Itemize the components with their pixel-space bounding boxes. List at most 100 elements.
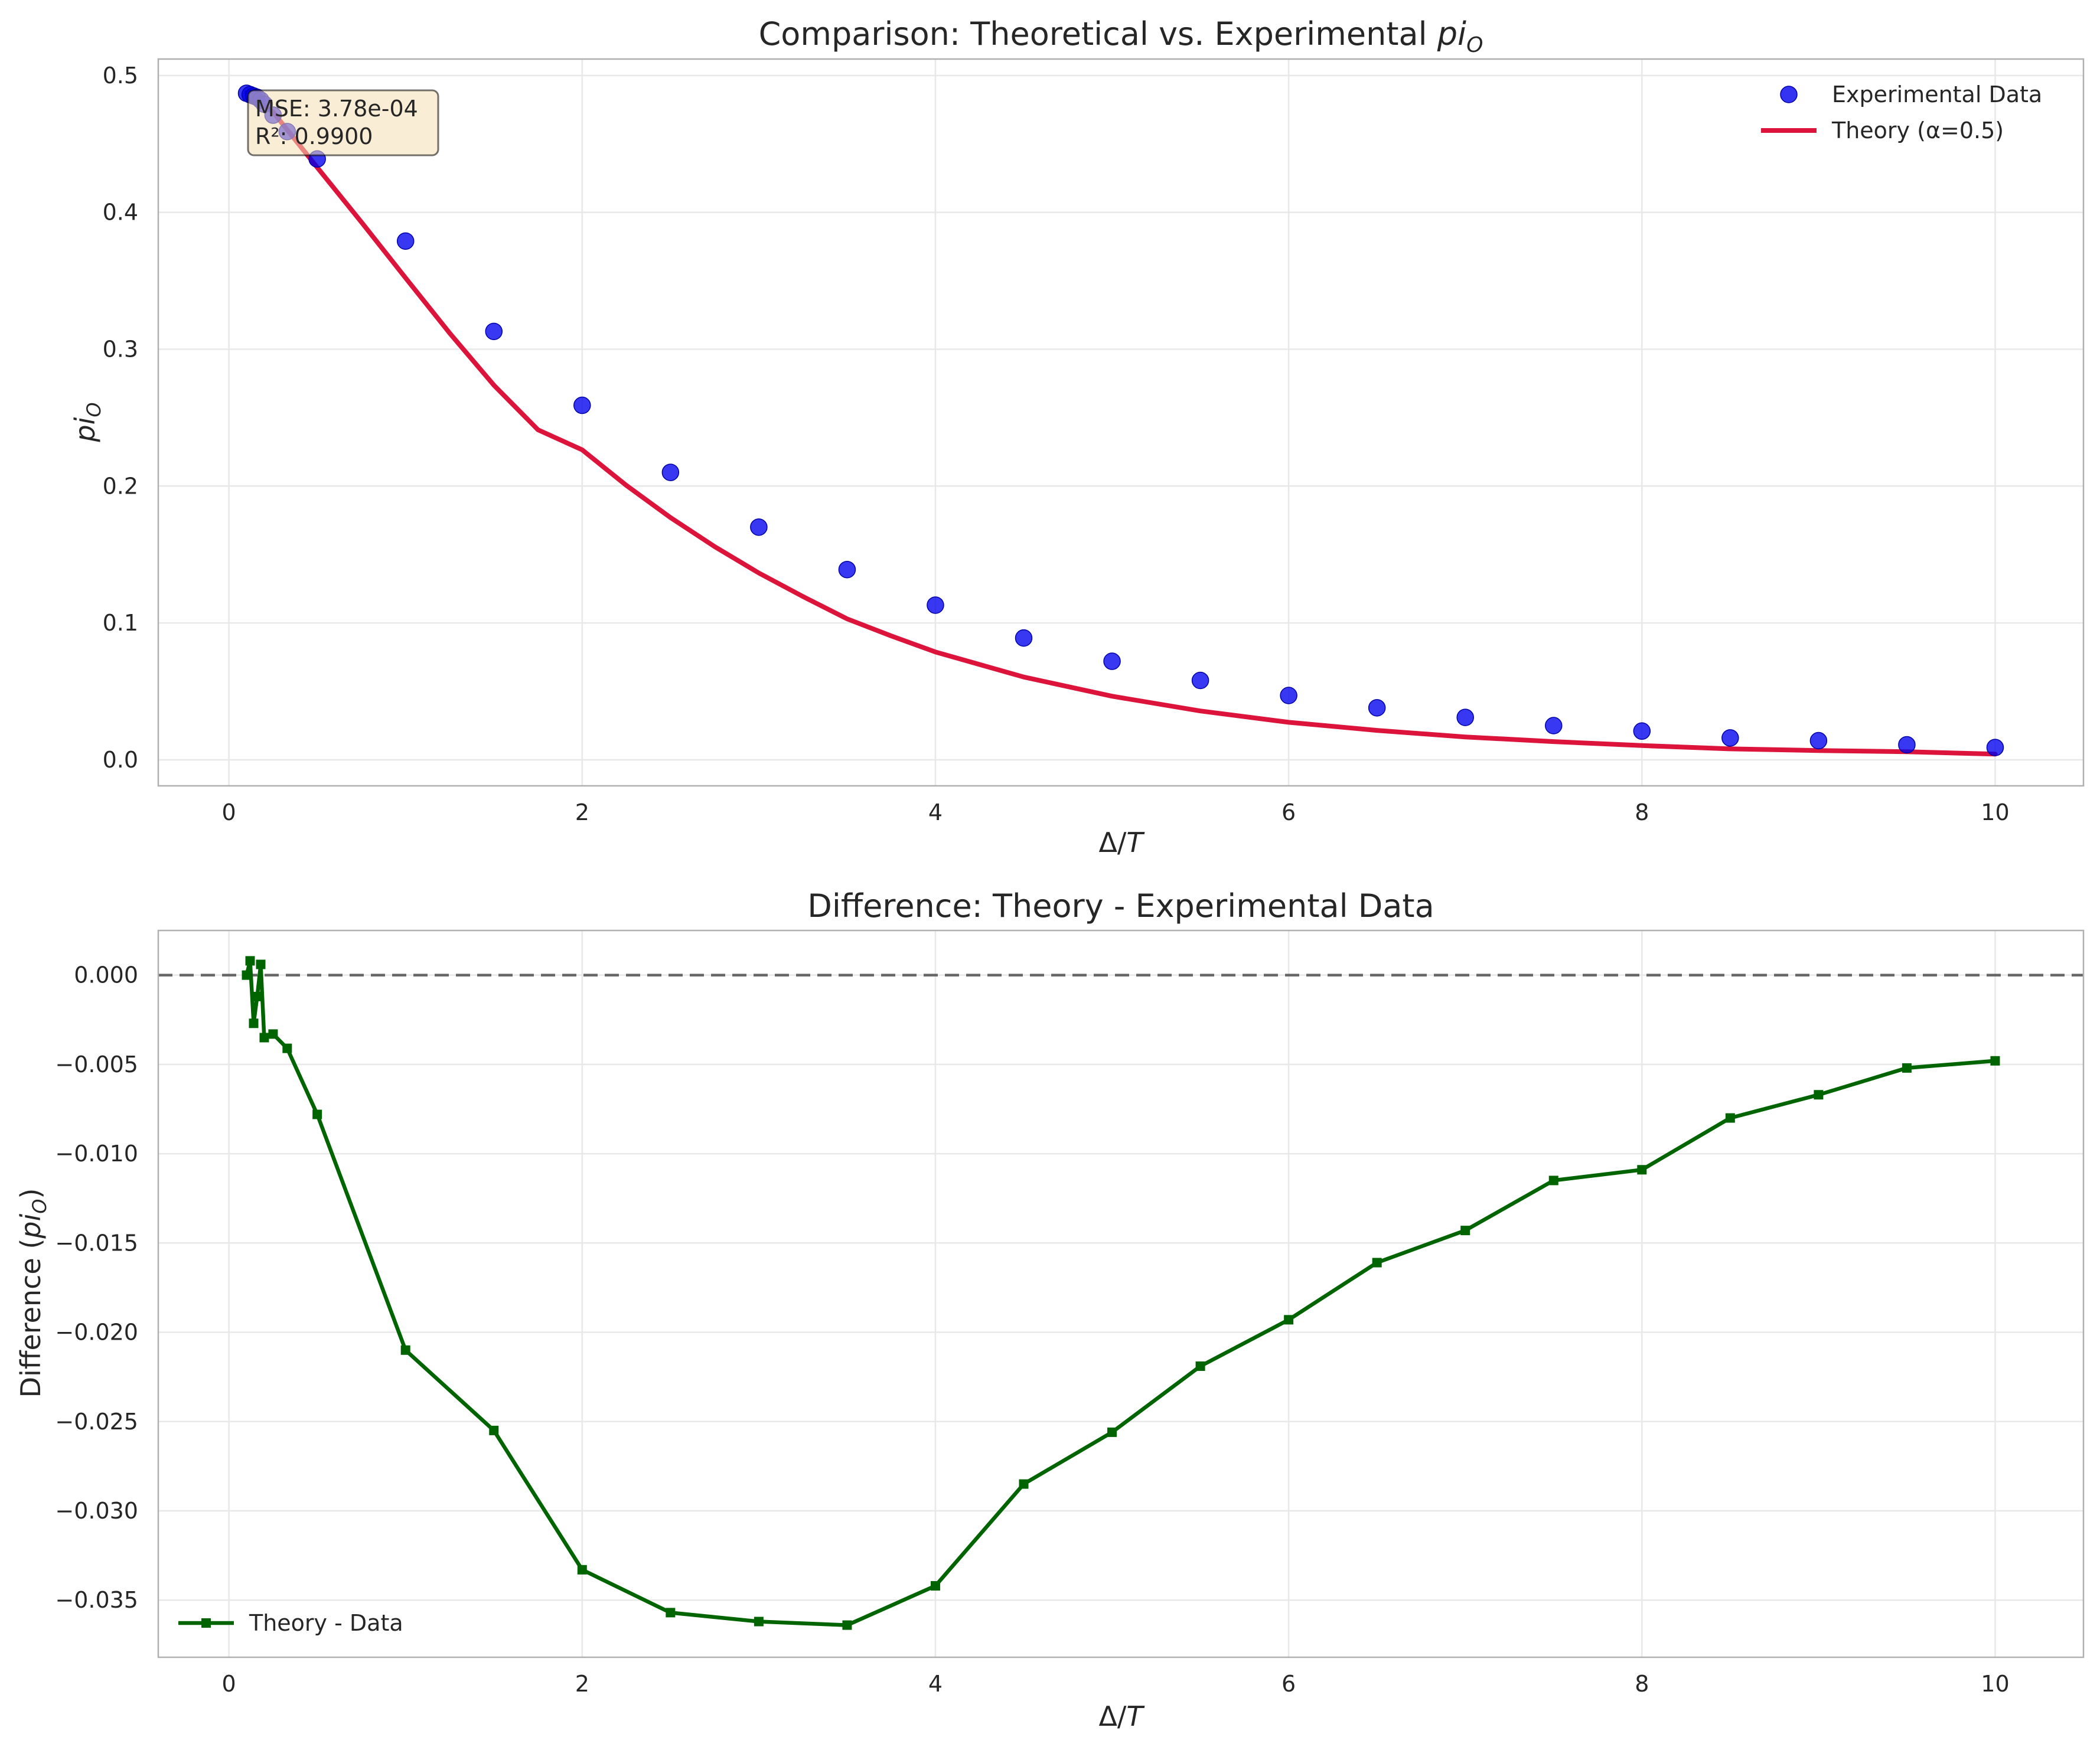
difference-point bbox=[1372, 1258, 1382, 1268]
bottom-chart: 0 2 4 6 8 10 0.000 −0.005 −0.010 −0.015 −0.020 −0.0… bbox=[15, 887, 2085, 1732]
difference-point bbox=[245, 956, 255, 966]
experimental-point bbox=[1368, 699, 1386, 717]
bottom-y-axis-label: Difference (piO) bbox=[15, 1188, 51, 1398]
experimental-point bbox=[838, 560, 856, 579]
experimental-point bbox=[1456, 708, 1474, 726]
x-tick-label: 6 bbox=[1281, 799, 1296, 825]
difference-point bbox=[1637, 1165, 1647, 1175]
bottom-chart-title: Difference: Theory - Experimental Data bbox=[807, 887, 1434, 925]
bottom-legend: Theory - Data bbox=[178, 1610, 403, 1636]
experimental-point bbox=[1633, 722, 1651, 740]
experimental-point bbox=[1721, 729, 1739, 747]
difference-point bbox=[1460, 1226, 1470, 1236]
y-tick-label: −0.030 bbox=[55, 1498, 138, 1524]
y-tick-label: 0.5 bbox=[103, 63, 138, 89]
y-tick-label: 0.0 bbox=[103, 747, 138, 773]
theory-curve bbox=[244, 90, 1998, 757]
stats-annotation-box bbox=[247, 89, 439, 156]
y-tick-label: −0.010 bbox=[55, 1141, 138, 1167]
x-tick-label: 6 bbox=[1281, 1671, 1296, 1697]
experimental-point bbox=[485, 322, 503, 341]
difference-point bbox=[242, 970, 252, 980]
experimental-point bbox=[1191, 671, 1209, 690]
top-y-axis-label: piO bbox=[69, 402, 105, 442]
experimental-point bbox=[1545, 717, 1563, 734]
legend-experimental-label: Experimental Data bbox=[1832, 81, 2042, 107]
experimental-point bbox=[750, 518, 768, 536]
y-tick-label: −0.015 bbox=[55, 1230, 138, 1256]
difference-point bbox=[842, 1620, 852, 1630]
top-chart-title: Comparison: Theoretical vs. Experimental… bbox=[759, 15, 1483, 57]
top-legend: Experimental Data Theory (α=0.5) bbox=[1761, 81, 2042, 143]
difference-point bbox=[754, 1617, 764, 1627]
experimental-point bbox=[1015, 629, 1033, 647]
y-tick-label: 0.4 bbox=[103, 200, 138, 226]
top-tick-labels: 0 2 4 6 8 10 0.0 0.1 0.2 0.3 0.4 0.5 bbox=[103, 63, 2010, 825]
top-chart: 0 2 4 6 8 10 0.0 0.1 0.2 0.3 0.4 0.5 Comparison: Th… bbox=[69, 15, 2085, 858]
top-grid bbox=[158, 59, 2083, 786]
stats-r2: R²: 0.9900 bbox=[255, 123, 373, 149]
difference-point bbox=[259, 1033, 269, 1043]
experimental-point bbox=[573, 396, 591, 414]
difference-point bbox=[1019, 1479, 1029, 1489]
experimental-point bbox=[927, 596, 944, 614]
difference-point bbox=[1814, 1090, 1824, 1100]
experimental-point bbox=[1280, 687, 1297, 704]
x-tick-label: 0 bbox=[222, 799, 236, 825]
y-tick-label: −0.035 bbox=[55, 1587, 138, 1613]
bottom-series bbox=[242, 956, 2000, 1630]
difference-point bbox=[400, 1345, 410, 1355]
x-tick-label: 8 bbox=[1635, 1671, 1649, 1697]
x-tick-label: 0 bbox=[222, 1671, 236, 1697]
difference-line bbox=[244, 959, 1995, 1627]
difference-point bbox=[1284, 1315, 1294, 1325]
y-tick-label: 0.3 bbox=[103, 336, 138, 362]
top-axes-frame bbox=[157, 58, 2085, 787]
difference-point bbox=[1107, 1427, 1117, 1437]
difference-point bbox=[252, 991, 262, 1001]
difference-point bbox=[249, 1018, 259, 1028]
y-tick-label: 0.000 bbox=[74, 962, 138, 988]
x-tick-label: 2 bbox=[575, 799, 589, 825]
x-tick-label: 4 bbox=[928, 1671, 943, 1697]
bottom-tick-labels: 0 2 4 6 8 10 0.000 −0.005 −0.010 −0.015 −0.020 −0.0… bbox=[55, 962, 2009, 1697]
legend-diff-label: Theory - Data bbox=[249, 1610, 403, 1636]
experimental-point bbox=[1986, 739, 2004, 756]
y-tick-label: 0.1 bbox=[103, 610, 138, 636]
bottom-x-axis-label: Δ/T bbox=[1098, 1700, 1145, 1732]
y-tick-label: −0.020 bbox=[55, 1320, 138, 1346]
difference-point bbox=[1902, 1063, 1912, 1073]
bottom-axes-frame bbox=[157, 929, 2085, 1658]
experimental-point bbox=[1103, 652, 1121, 670]
difference-point bbox=[489, 1425, 499, 1435]
x-tick-label: 10 bbox=[1981, 799, 2009, 825]
top-series bbox=[237, 84, 2004, 757]
y-tick-label: 0.2 bbox=[103, 473, 138, 499]
x-tick-label: 10 bbox=[1981, 1671, 2009, 1697]
bottom-grid bbox=[158, 930, 2083, 1657]
experimental-point bbox=[661, 463, 680, 481]
experimental-point bbox=[1898, 736, 1916, 754]
difference-point bbox=[930, 1581, 940, 1591]
difference-point bbox=[312, 1109, 322, 1119]
x-tick-label: 4 bbox=[928, 799, 943, 825]
legend-theory-label: Theory (α=0.5) bbox=[1831, 117, 2004, 143]
y-tick-label: −0.005 bbox=[55, 1052, 138, 1077]
x-tick-label: 2 bbox=[575, 1671, 589, 1697]
difference-point bbox=[1195, 1361, 1205, 1371]
legend-diff-marker bbox=[201, 1618, 211, 1628]
difference-point bbox=[268, 1029, 278, 1039]
difference-point bbox=[282, 1043, 292, 1053]
stats-annotation: MSE: 3.78e-04 R²: 0.9900 bbox=[247, 89, 439, 156]
difference-point bbox=[256, 959, 266, 969]
difference-point bbox=[577, 1565, 587, 1575]
x-tick-label: 8 bbox=[1635, 799, 1649, 825]
difference-point bbox=[1725, 1113, 1735, 1123]
difference-point bbox=[1548, 1175, 1558, 1186]
difference-point bbox=[666, 1608, 676, 1618]
stats-mse: MSE: 3.78e-04 bbox=[255, 96, 418, 122]
legend-experimental-marker bbox=[1780, 86, 1798, 103]
y-tick-label: −0.025 bbox=[55, 1409, 138, 1435]
top-x-axis-label: Δ/T bbox=[1098, 827, 1145, 858]
